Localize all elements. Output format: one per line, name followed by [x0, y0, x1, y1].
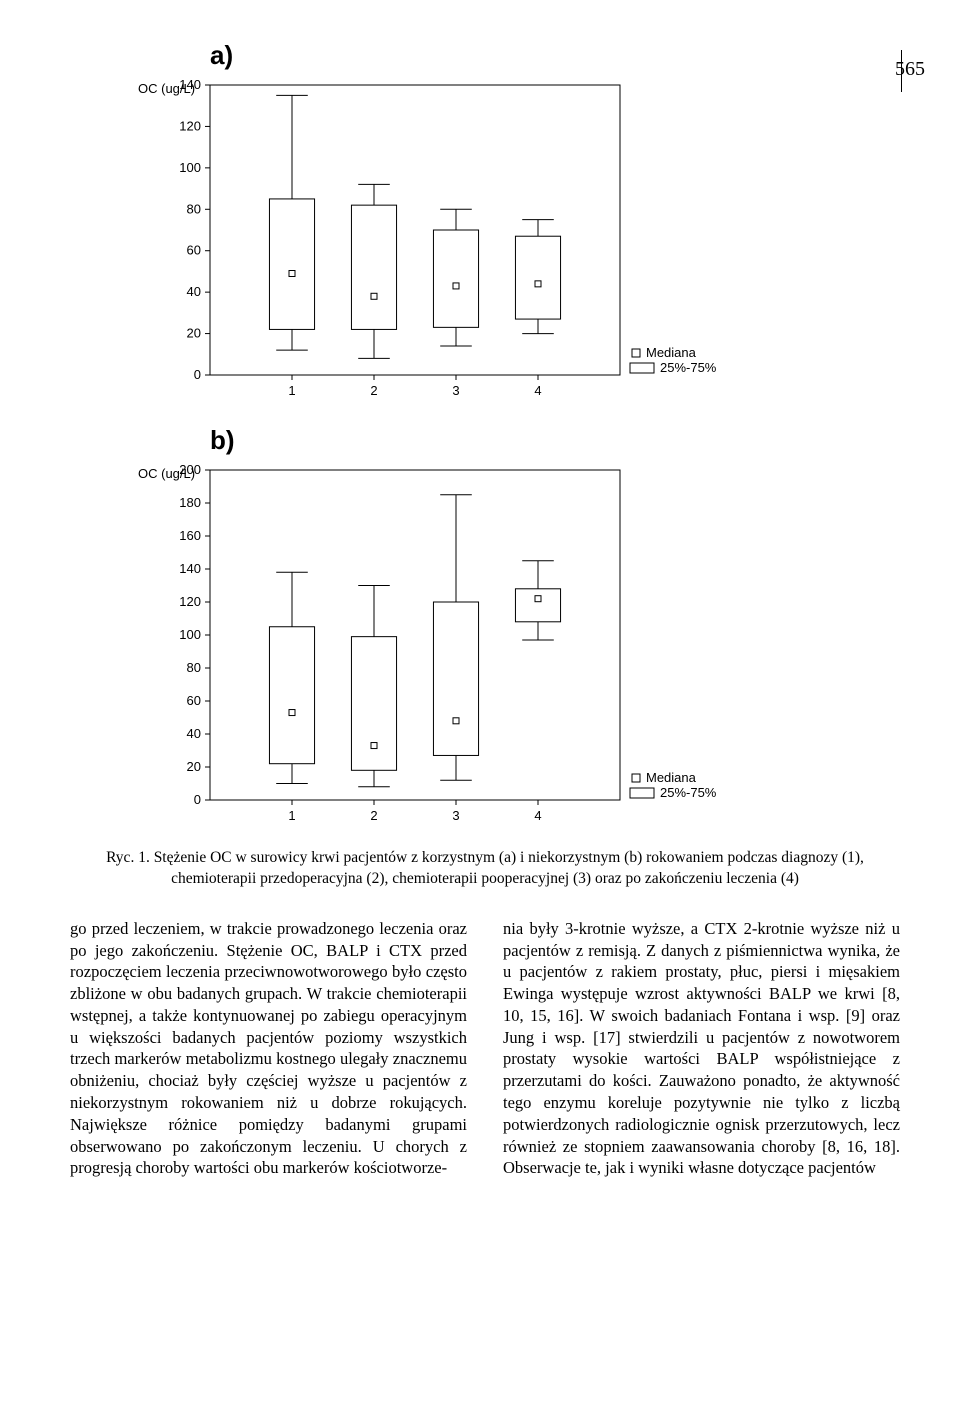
svg-text:OC (ug/L): OC (ug/L) — [138, 81, 195, 96]
svg-text:3: 3 — [452, 383, 459, 398]
body-text-left: go przed leczeniem, w trakcie prowadzone… — [70, 918, 467, 1179]
figure-label-a: a) — [210, 40, 900, 71]
svg-text:2: 2 — [370, 808, 377, 823]
svg-text:0: 0 — [194, 792, 201, 807]
page-number: 565 — [895, 58, 925, 81]
svg-text:3: 3 — [452, 808, 459, 823]
svg-text:Mediana: Mediana — [646, 770, 697, 785]
svg-text:180: 180 — [179, 495, 201, 510]
svg-text:120: 120 — [179, 594, 201, 609]
svg-text:1: 1 — [288, 383, 295, 398]
svg-text:0: 0 — [194, 367, 201, 382]
svg-text:4: 4 — [534, 383, 541, 398]
svg-text:80: 80 — [187, 660, 201, 675]
svg-text:100: 100 — [179, 627, 201, 642]
boxplot-a: 020406080100120140OC (ug/L)1234Mediana25… — [130, 75, 730, 405]
svg-text:60: 60 — [187, 693, 201, 708]
svg-text:40: 40 — [187, 726, 201, 741]
svg-text:160: 160 — [179, 528, 201, 543]
svg-text:1: 1 — [288, 808, 295, 823]
svg-text:2: 2 — [370, 383, 377, 398]
svg-text:140: 140 — [179, 561, 201, 576]
svg-text:40: 40 — [187, 284, 201, 299]
svg-text:60: 60 — [187, 243, 201, 258]
svg-text:20: 20 — [187, 326, 201, 341]
svg-text:100: 100 — [179, 160, 201, 175]
svg-text:80: 80 — [187, 201, 201, 216]
figure-caption: Ryc. 1. Stężenie OC w surowicy krwi pacj… — [105, 848, 865, 890]
svg-text:OC (ug/L): OC (ug/L) — [138, 466, 195, 481]
svg-text:25%-75%: 25%-75% — [660, 785, 717, 800]
svg-text:20: 20 — [187, 759, 201, 774]
svg-text:4: 4 — [534, 808, 541, 823]
boxplot-b: 020406080100120140160180200OC (ug/L)1234… — [130, 460, 730, 830]
svg-text:25%-75%: 25%-75% — [660, 360, 717, 375]
body-text-right: nia były 3-krotnie wyższe, a CTX 2-krotn… — [503, 918, 900, 1179]
figure-label-b: b) — [210, 425, 900, 456]
svg-text:Mediana: Mediana — [646, 345, 697, 360]
svg-text:120: 120 — [179, 118, 201, 133]
